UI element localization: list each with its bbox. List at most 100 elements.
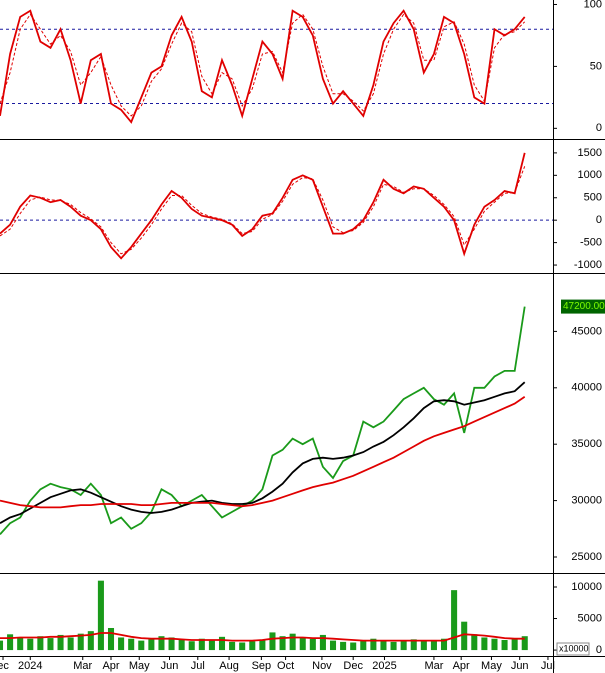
- volume-bar: [289, 633, 296, 651]
- y-tick-label: 100: [584, 0, 602, 10]
- volume-bar: [138, 640, 145, 651]
- series-line: [0, 152, 526, 260]
- volume-bar: [269, 632, 276, 651]
- x-tick-label: Mar: [73, 660, 92, 672]
- y-tick-label: 0: [596, 122, 602, 134]
- volume-bar: [97, 580, 104, 651]
- volume-bar: [37, 636, 44, 651]
- volume-bar: [511, 638, 518, 651]
- volume-bar: [370, 638, 377, 651]
- volume-bar: [461, 621, 468, 651]
- volume-bar: [471, 634, 478, 651]
- y-tick-label: 5000: [578, 612, 602, 624]
- volume-bar: [229, 641, 236, 651]
- series-line: [0, 381, 526, 524]
- y-tick-label: 25000: [571, 551, 602, 563]
- volume-bar: [420, 641, 427, 651]
- volume-bar: [118, 637, 125, 651]
- volume-bar: [168, 637, 175, 651]
- volume-bar: [249, 641, 256, 651]
- x-tick-label: ec: [0, 660, 9, 672]
- series-line: [0, 9, 526, 124]
- y-tick-label: 1500: [578, 147, 602, 159]
- volume-bar: [47, 638, 54, 651]
- x-tick-label: Aug: [219, 660, 239, 672]
- y-tick-label: 40000: [571, 382, 602, 394]
- volume-bar: [178, 639, 185, 651]
- volume-bar: [360, 639, 367, 651]
- volume-bar: [350, 642, 357, 651]
- volume-bar: [430, 639, 437, 651]
- volume-bar: [77, 633, 84, 651]
- volume-bar: [7, 634, 14, 651]
- x-tick-label: Jun: [511, 660, 529, 672]
- y-tick-label: -500: [580, 237, 602, 249]
- y-tick-label: 45000: [571, 325, 602, 337]
- x-tick-label: Dec: [343, 660, 363, 672]
- x-tick-label: Apr: [102, 660, 119, 672]
- y-tick-label: 500: [584, 192, 602, 204]
- volume-bar: [17, 637, 24, 651]
- volume-bar: [329, 640, 337, 651]
- x-tick-label: 2025: [372, 660, 396, 672]
- volume-bar: [259, 639, 266, 651]
- x-tick-label: May: [129, 660, 150, 672]
- volume-bar: [279, 636, 286, 651]
- volume-bar: [188, 641, 195, 651]
- volume-bar: [128, 638, 135, 651]
- volume-bar: [400, 640, 407, 651]
- volume-bar: [410, 639, 417, 651]
- volume-bar: [198, 638, 205, 651]
- y-tick-label: 0: [596, 644, 602, 656]
- x-tick-label: Nov: [312, 660, 332, 672]
- x-tick-label: Mar: [424, 660, 443, 672]
- y-tick-label: 1000: [578, 169, 602, 181]
- volume-bar: [440, 638, 448, 651]
- series-line: [0, 632, 525, 642]
- volume-bar: [380, 641, 387, 651]
- volume-bar: [521, 636, 528, 651]
- series-line: [0, 166, 526, 255]
- y-tick-label: 35000: [571, 438, 602, 450]
- unit-box: [556, 642, 590, 656]
- volume-bar: [390, 641, 397, 651]
- x-tick-label: Sep: [252, 660, 272, 672]
- x-tick-label: Apr: [453, 660, 470, 672]
- volume-bar: [239, 642, 246, 651]
- last-price-label: 47200.00: [563, 301, 605, 312]
- volume-bar: [299, 637, 306, 651]
- volume-bar: [218, 636, 226, 651]
- volume-bar: [491, 638, 498, 651]
- volume-bar: [67, 637, 74, 651]
- volume-bar: [158, 636, 165, 651]
- volume-bar: [0, 640, 4, 651]
- last-price-box: [561, 299, 605, 314]
- series-line: [0, 13, 526, 117]
- y-axis-unit: x10000: [559, 643, 589, 653]
- volume-bar: [501, 639, 508, 651]
- volume-bar: [27, 638, 34, 651]
- volume-bar: [208, 640, 215, 651]
- volume-bar: [340, 641, 347, 651]
- volume-bar: [148, 639, 155, 651]
- volume-bar: [309, 638, 316, 651]
- volume-bar: [57, 634, 64, 651]
- y-tick-label: -1000: [574, 259, 602, 271]
- x-tick-label: May: [481, 660, 502, 672]
- x-tick-label: Jun: [161, 660, 179, 672]
- series-line: [0, 396, 526, 509]
- x-tick-label: Jul: [191, 660, 205, 672]
- volume-bar: [319, 634, 326, 651]
- x-tick-label: Oct: [277, 660, 294, 672]
- y-tick-label: 30000: [571, 495, 602, 507]
- y-tick-label: 0: [596, 214, 602, 226]
- x-tick-label: 2024: [18, 660, 42, 672]
- y-tick-label: 10000: [571, 581, 602, 593]
- volume-bar: [87, 631, 94, 651]
- x-tick-label: Jul: [541, 660, 555, 672]
- volume-bar: [107, 627, 115, 651]
- y-tick-label: 50: [590, 60, 602, 72]
